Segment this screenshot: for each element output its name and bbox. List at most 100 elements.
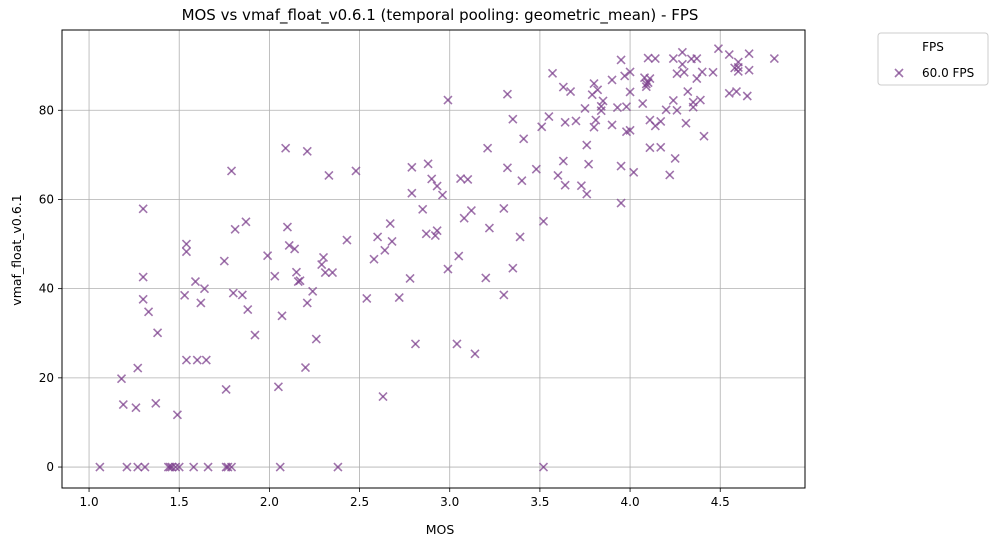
data-point	[697, 67, 707, 77]
y-tick-label: 60	[39, 192, 54, 206]
data-point	[481, 273, 491, 283]
data-point	[380, 245, 390, 255]
data-point	[443, 95, 453, 105]
data-point	[708, 67, 718, 77]
data-point	[342, 235, 352, 245]
data-point	[672, 105, 682, 115]
data-point	[230, 224, 240, 234]
data-point	[221, 384, 231, 395]
data-point	[181, 239, 192, 249]
data-point	[558, 82, 568, 92]
data-point	[311, 334, 321, 344]
data-point	[769, 53, 779, 64]
data-point	[582, 189, 592, 199]
data-point	[677, 47, 687, 57]
data-point	[668, 95, 678, 106]
data-point	[418, 204, 428, 214]
data-point	[565, 86, 576, 97]
data-point	[189, 462, 199, 472]
x-tick-label: 4.0	[621, 495, 640, 509]
data-point	[223, 462, 233, 472]
data-point	[502, 89, 513, 99]
y-axis-ticks: 0 20 40 60 80	[39, 103, 62, 474]
data-point	[695, 95, 705, 105]
data-point	[584, 159, 594, 169]
data-point	[133, 462, 143, 472]
data-point	[544, 111, 554, 122]
data-point	[616, 55, 626, 65]
data-point	[612, 103, 623, 113]
data-point	[281, 143, 291, 153]
data-point	[192, 355, 202, 365]
y-tick-label: 20	[39, 371, 54, 385]
data-point	[270, 271, 280, 281]
data-point	[638, 99, 648, 109]
data-point	[621, 102, 632, 112]
x-tick-label: 3.0	[440, 495, 459, 509]
data-point	[670, 153, 680, 164]
data-point	[263, 251, 273, 261]
data-point	[351, 166, 361, 176]
y-tick-label: 0	[46, 460, 54, 474]
legend-title: FPS	[922, 40, 944, 54]
data-point	[327, 268, 338, 278]
data-point	[733, 66, 743, 77]
data-point	[744, 65, 754, 75]
data-point	[724, 49, 734, 60]
data-point	[645, 74, 655, 84]
data-point	[596, 106, 606, 116]
data-point	[116, 374, 127, 384]
data-point	[443, 264, 453, 274]
data-point	[508, 114, 518, 124]
data-point	[576, 181, 586, 191]
data-point	[713, 44, 724, 54]
data-point	[625, 87, 635, 97]
x-tick-label: 1.5	[170, 495, 189, 509]
data-point	[681, 118, 691, 128]
data-point	[201, 355, 211, 365]
data-point	[407, 188, 417, 198]
data-point	[656, 116, 666, 126]
data-point	[558, 156, 568, 166]
data-point	[423, 159, 433, 169]
data-point	[699, 131, 709, 141]
data-point	[95, 462, 105, 472]
data-point	[153, 328, 163, 338]
data-point	[118, 400, 128, 410]
data-point	[140, 462, 150, 472]
x-tick-label: 3.5	[530, 495, 549, 509]
data-point	[502, 163, 513, 173]
data-point	[318, 252, 329, 263]
data-point	[650, 53, 660, 64]
data-point	[181, 247, 192, 257]
data-point	[668, 53, 678, 64]
data-point	[452, 339, 462, 349]
data-point	[410, 339, 421, 349]
data-point	[531, 164, 541, 174]
data-point	[333, 462, 343, 472]
legend-marker-x-icon	[894, 68, 904, 78]
x-tick-label: 1.0	[80, 495, 99, 509]
data-point	[320, 268, 330, 278]
data-point	[724, 88, 734, 98]
data-point	[387, 236, 397, 246]
data-point	[122, 462, 132, 472]
data-point	[291, 267, 302, 277]
data-point	[302, 298, 312, 308]
data-point	[407, 162, 417, 172]
data-point	[483, 143, 493, 153]
data-point	[553, 170, 563, 180]
data-point	[250, 330, 260, 340]
data-point	[455, 173, 466, 184]
data-point	[620, 71, 630, 81]
data-point	[677, 59, 687, 69]
data-point	[275, 462, 285, 472]
data-points	[95, 44, 779, 472]
data-point	[538, 462, 549, 472]
data-point	[133, 363, 143, 373]
y-tick-label: 40	[39, 282, 54, 296]
data-point	[547, 68, 558, 78]
data-point	[243, 305, 253, 315]
data-point	[591, 115, 601, 125]
data-point	[373, 232, 383, 242]
